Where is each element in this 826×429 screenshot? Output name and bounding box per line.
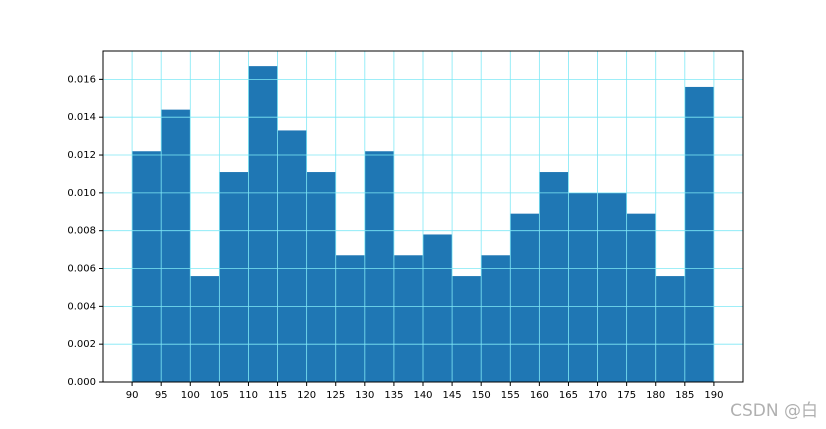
y-tick-label: 0.008 xyxy=(67,226,96,237)
y-tick-label: 0.000 xyxy=(67,377,96,388)
bar xyxy=(277,130,307,382)
y-tick-label: 0.004 xyxy=(67,301,96,312)
bar xyxy=(510,213,540,382)
x-tick-label: 140 xyxy=(413,390,432,401)
x-tick-label: 190 xyxy=(704,390,723,401)
x-tick-label: 135 xyxy=(384,390,403,401)
x-tick-label: 100 xyxy=(181,390,200,401)
y-tick-label: 0.006 xyxy=(67,264,96,275)
x-tick-label: 95 xyxy=(155,390,168,401)
bar xyxy=(655,276,685,382)
x-tick-label: 180 xyxy=(646,390,665,401)
bar xyxy=(568,192,598,382)
bar xyxy=(597,192,627,382)
y-tick-label: 0.016 xyxy=(67,74,96,85)
bar xyxy=(219,172,249,382)
bar xyxy=(190,276,220,382)
x-tick-label: 125 xyxy=(326,390,345,401)
x-tick-label: 105 xyxy=(210,390,229,401)
x-tick-label: 160 xyxy=(530,390,549,401)
x-tick-label: 175 xyxy=(617,390,636,401)
x-tick-label: 130 xyxy=(355,390,374,401)
bar xyxy=(364,151,394,382)
y-tick-label: 0.012 xyxy=(67,150,96,161)
y-tick-label: 0.014 xyxy=(67,112,96,123)
bar xyxy=(393,255,423,382)
x-tick-label: 185 xyxy=(675,390,694,401)
bar xyxy=(161,109,191,383)
bar xyxy=(335,255,365,382)
x-tick-label: 165 xyxy=(559,390,578,401)
y-tick-label: 0.010 xyxy=(67,188,96,199)
bar xyxy=(626,213,656,382)
x-tick-label: 110 xyxy=(239,390,258,401)
bar xyxy=(452,276,482,382)
x-tick-label: 145 xyxy=(443,390,462,401)
bar xyxy=(539,172,569,382)
x-tick-label: 90 xyxy=(126,390,139,401)
bar xyxy=(132,151,162,382)
bar xyxy=(248,66,278,382)
x-tick-label: 155 xyxy=(501,390,520,401)
bar xyxy=(306,172,336,382)
bar xyxy=(481,255,511,382)
plot-frame xyxy=(102,50,744,383)
y-tick-label: 0.002 xyxy=(67,339,96,350)
x-tick-label: 150 xyxy=(472,390,491,401)
x-tick-label: 115 xyxy=(268,390,287,401)
bar xyxy=(684,86,714,383)
x-tick-label: 120 xyxy=(297,390,316,401)
watermark: CSDN @白 xyxy=(730,401,818,421)
x-tick-label: 170 xyxy=(588,390,607,401)
bar xyxy=(423,234,453,382)
